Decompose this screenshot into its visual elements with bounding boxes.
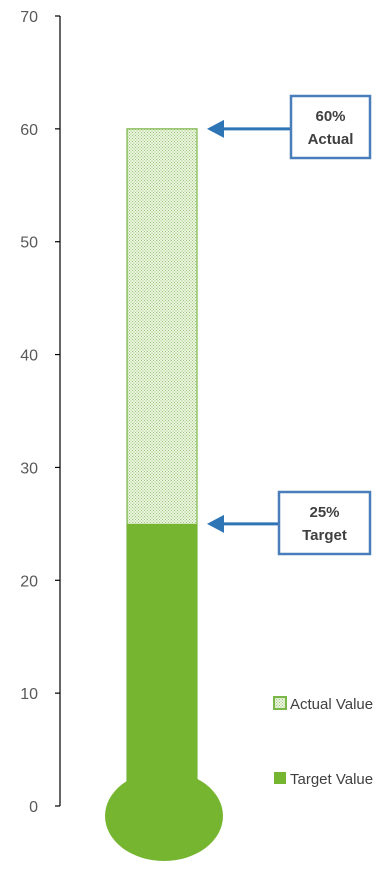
target-value-bar [127, 523, 197, 806]
legend-label: Target Value [290, 771, 373, 788]
y-tick-label: 40 [20, 348, 38, 365]
callout-arrow [207, 119, 291, 138]
y-tick-label: 50 [20, 235, 38, 252]
callout-box [289, 94, 372, 160]
thermometer-bulb [105, 771, 223, 861]
y-tick-label: 20 [20, 573, 38, 590]
y-tick-label: 10 [20, 686, 38, 703]
callouts: 60% Actual 25% Target [207, 94, 372, 556]
arrow-head [207, 514, 224, 533]
y-axis: 0 10 20 30 40 50 60 70 [20, 9, 61, 816]
callout-value: 25% [309, 504, 339, 521]
legend: Actual Value Target Value [273, 696, 373, 788]
legend-swatch-target [274, 772, 286, 784]
legend-label: Actual Value [290, 696, 373, 713]
y-tick-label: 30 [20, 460, 38, 477]
legend-item: Target Value [274, 771, 373, 788]
callout-arrow [207, 514, 279, 533]
callout-label: Actual [308, 131, 354, 148]
y-tick-label: 70 [20, 9, 38, 26]
arrow-head [207, 119, 224, 138]
y-tick-label: 0 [29, 799, 38, 816]
legend-swatch-actual [273, 696, 287, 710]
callout-box [277, 490, 372, 556]
callout-value: 60% [315, 108, 345, 125]
y-tick-label: 60 [20, 122, 38, 139]
plot-area [105, 128, 223, 861]
legend-item: Actual Value [273, 696, 373, 713]
callout-label: Target [302, 527, 347, 544]
